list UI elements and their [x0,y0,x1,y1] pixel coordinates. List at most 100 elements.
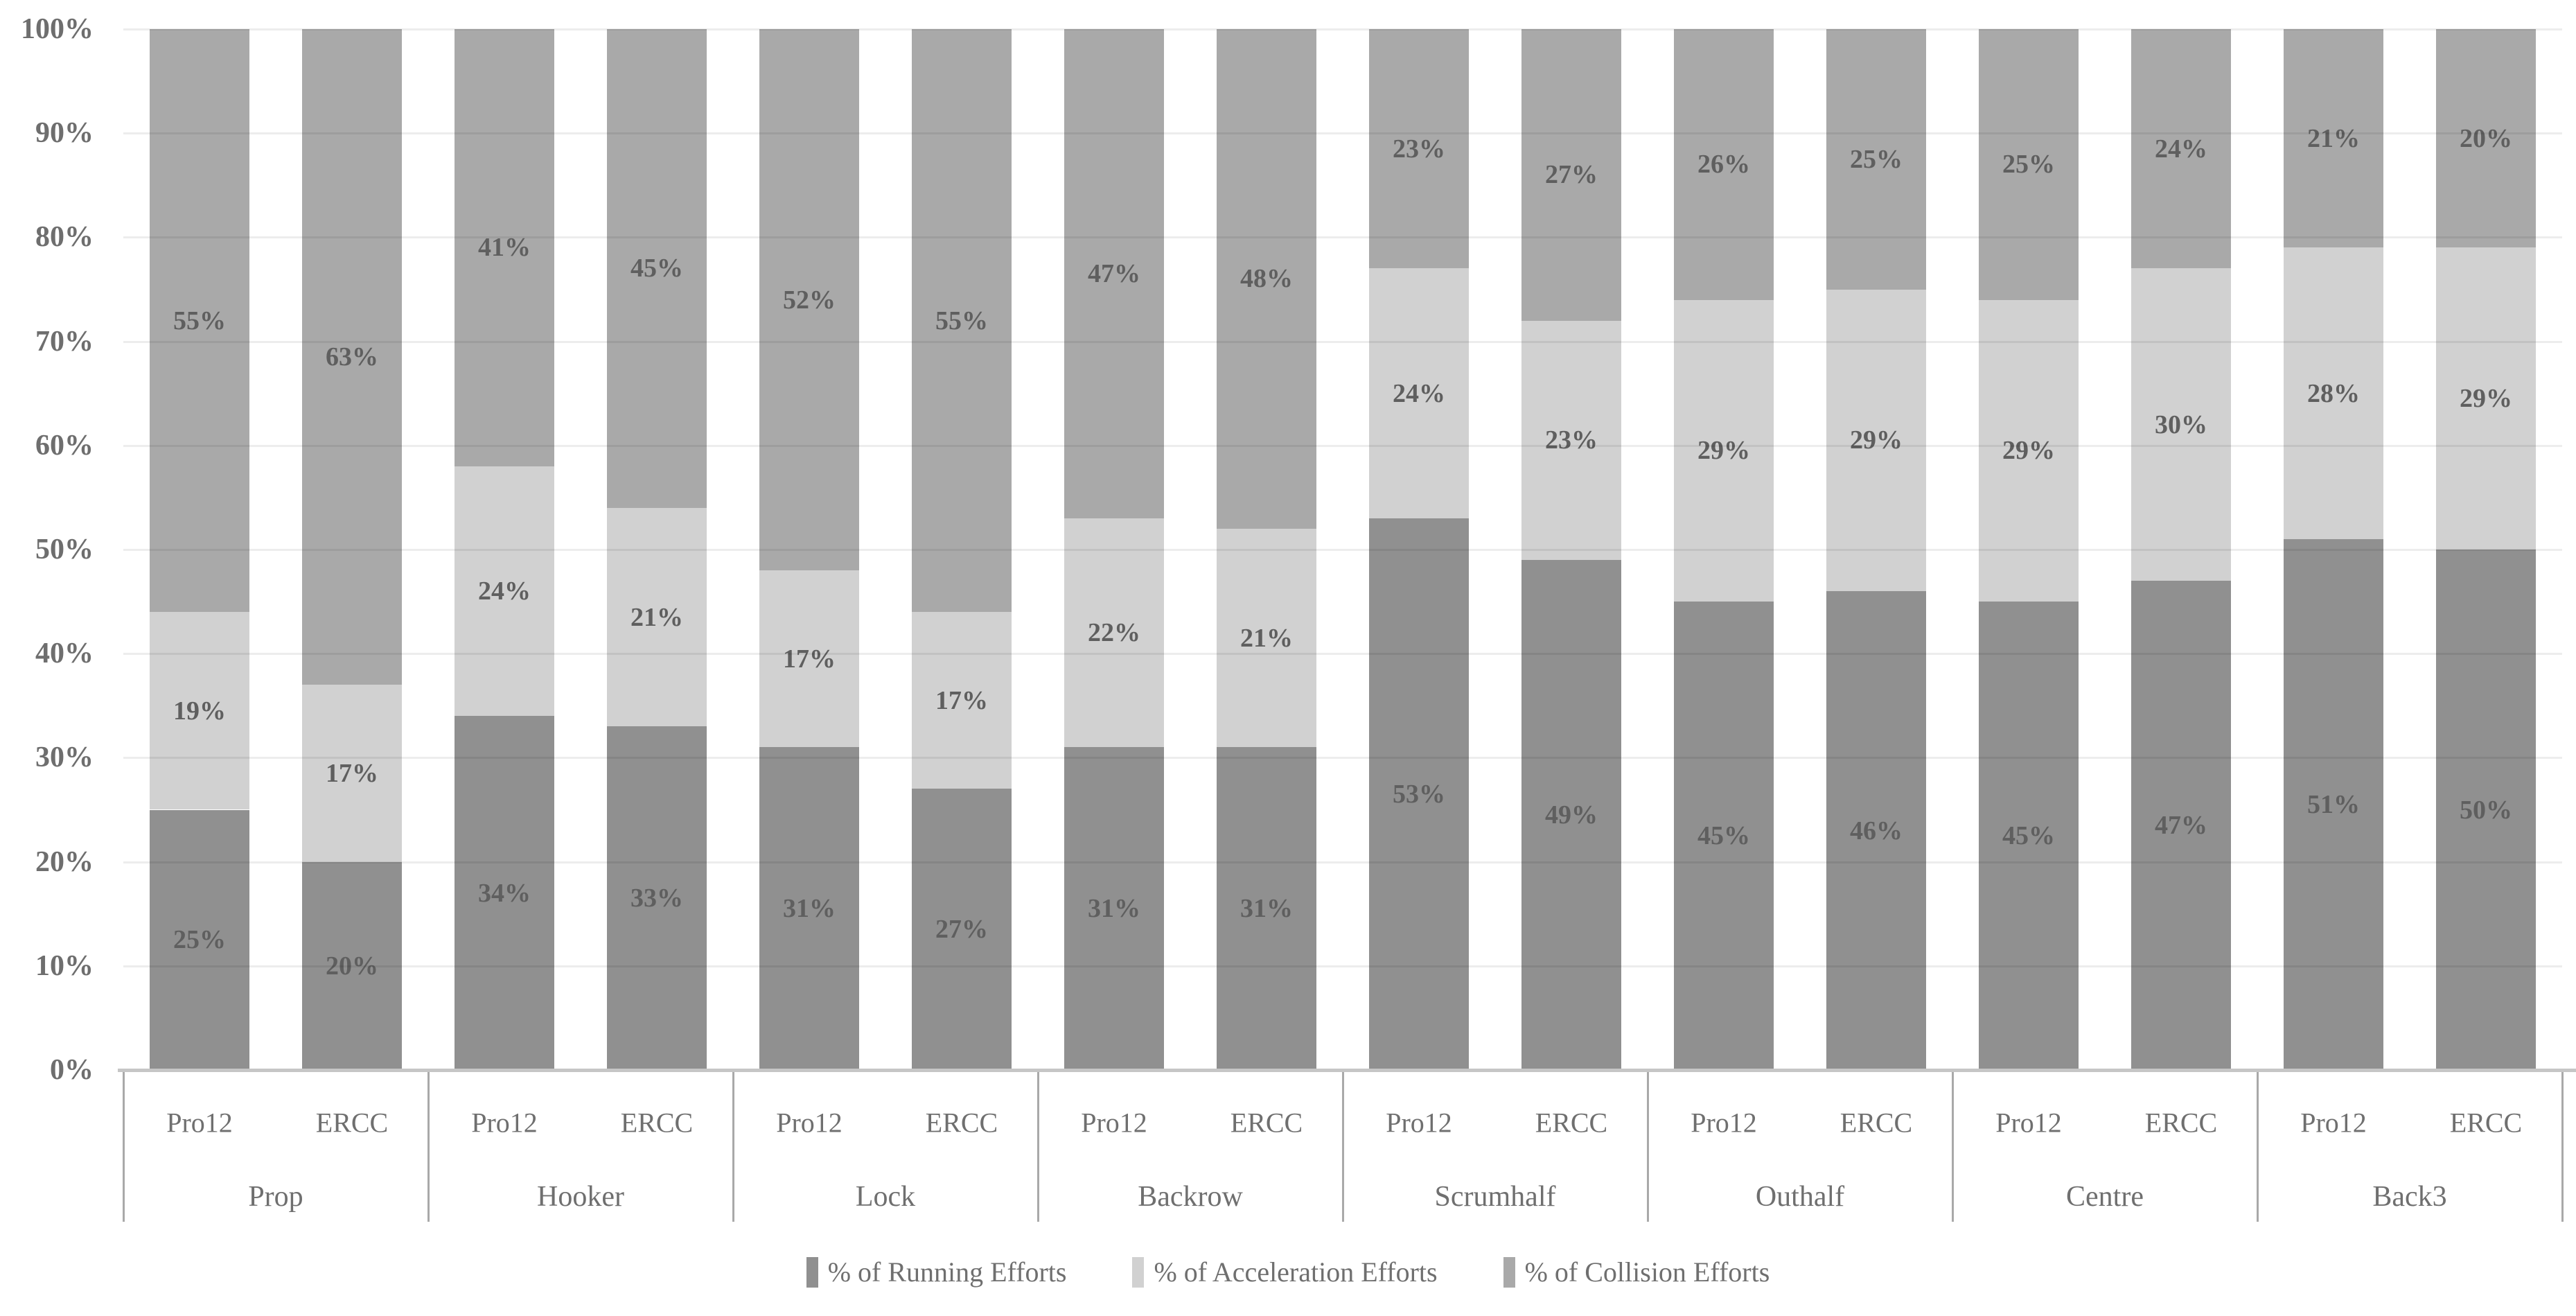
bar-data-label: 27% [1545,160,1598,190]
gridline [123,549,2562,551]
bar-segment-acceleration: 23% [1521,320,1621,560]
category-separator [1342,1070,1344,1222]
bar-segment-acceleration: 17% [302,685,402,862]
bar-segment-collision: 25% [1826,29,1926,290]
category-separator [123,1070,125,1222]
competition-label: Pro12 [1386,1107,1452,1139]
bar-data-label: 63% [326,342,378,372]
bar-data-label: 21% [2307,123,2360,153]
bar-segment-collision: 24% [2131,29,2231,269]
bar-data-label: 25% [1850,144,1903,174]
gridline [123,28,2562,30]
legend-item: % of Acceleration Efforts [1132,1256,1438,1288]
bar-data-label: 17% [783,644,836,674]
bar-segment-running: 27% [912,789,1012,1070]
competition-label: ERCC [925,1107,998,1139]
y-axis-tick-label: 10% [35,949,94,982]
bar-segment-collision: 26% [1674,29,1774,300]
bar-data-label: 41% [478,233,531,263]
bar-data-label: 55% [173,306,226,335]
bar-data-label: 31% [1240,894,1293,924]
competition-label: ERCC [1230,1107,1303,1139]
bar-segment-running: 45% [1674,602,1774,1070]
bar-data-label: 25% [173,925,226,955]
y-axis-tick-label: 80% [35,221,94,254]
gridline [123,757,2562,760]
position-group-label: Scrumhalf [1434,1181,1556,1213]
bar-data-label: 22% [1088,618,1140,648]
bar-data-label: 50% [2460,795,2512,825]
category-separator [2257,1070,2259,1222]
gridline [123,444,2562,447]
x-axis-line [118,1069,2576,1072]
bar-segment-running: 33% [607,726,707,1070]
category-separator [732,1070,734,1222]
bar-segment-collision: 45% [607,29,707,508]
bar-data-label: 53% [1393,779,1445,809]
bar-data-label: 45% [630,254,683,283]
bar-data-label: 45% [1697,821,1750,851]
legend-item: % of Collision Efforts [1503,1256,1770,1288]
bar-segment-acceleration: 29% [1979,299,2079,602]
bar-segment-acceleration: 19% [150,612,249,810]
gridline [123,132,2562,135]
bar-data-label: 27% [935,915,988,945]
bar-data-label: 31% [783,894,836,924]
competition-label: ERCC [315,1107,389,1139]
bar-segment-acceleration: 21% [607,507,707,727]
bar-segment-collision: 27% [1521,29,1621,321]
bar-segment-collision: 63% [302,29,402,685]
bar-data-label: 17% [935,685,988,715]
bar-segment-running: 31% [1064,747,1164,1070]
bar-data-label: 33% [630,884,683,913]
gridline [123,653,2562,656]
y-axis-tick-label: 0% [50,1054,94,1086]
category-separator [2561,1070,2564,1222]
bar-segment-running: 34% [455,716,554,1070]
bar-data-label: 55% [935,306,988,335]
bar-segment-acceleration: 17% [759,570,859,748]
bar-data-label: 29% [2002,436,2055,466]
position-group-label: Prop [248,1181,303,1213]
category-separator [1952,1070,1954,1222]
bar-segment-collision: 52% [759,29,859,571]
bar-data-label: 45% [2002,821,2055,851]
bar-data-label: 23% [1545,425,1598,455]
bar-segment-running: 49% [1521,560,1621,1070]
gridline [123,236,2562,239]
position-group-label: Back3 [2372,1181,2447,1213]
y-axis-tick-label: 30% [35,742,94,774]
bar-segment-running: 50% [2436,550,2536,1070]
bar-data-label: 25% [2002,150,2055,179]
competition-label: ERCC [1840,1107,1913,1139]
bar-segment-acceleration: 29% [2436,247,2536,550]
bar-segment-acceleration: 22% [1064,518,1164,748]
bar-segment-acceleration: 29% [1826,289,1926,592]
bar-data-label: 30% [2155,410,2207,439]
position-group-label: Hooker [537,1181,624,1213]
bar-data-label: 47% [1088,258,1140,288]
gridline [123,861,2562,863]
bar-data-label: 31% [1088,894,1140,924]
bar-data-label: 21% [1240,623,1293,653]
position-group-label: Centre [2066,1181,2144,1213]
bar-data-label: 20% [2460,123,2512,153]
y-axis-tick-label: 40% [35,638,94,670]
bar-segment-running: 45% [1979,602,2079,1070]
competition-label: Pro12 [1081,1107,1147,1139]
bar-segment-running: 31% [759,747,859,1070]
bar-data-label: 21% [630,602,683,632]
position-group-label: Backrow [1138,1181,1243,1213]
category-separator [427,1070,430,1222]
competition-label: ERCC [1535,1107,1608,1139]
bar-segment-collision: 23% [1369,29,1469,269]
competition-label: Pro12 [1995,1107,2062,1139]
legend-label: % of Acceleration Efforts [1154,1256,1438,1288]
bar-segment-running: 51% [2284,538,2383,1070]
bar-segment-collision: 55% [912,29,1012,613]
competition-label: ERCC [620,1107,694,1139]
bar-data-label: 19% [173,696,226,726]
bar-data-label: 24% [478,577,531,606]
y-axis-tick-label: 20% [35,845,94,878]
